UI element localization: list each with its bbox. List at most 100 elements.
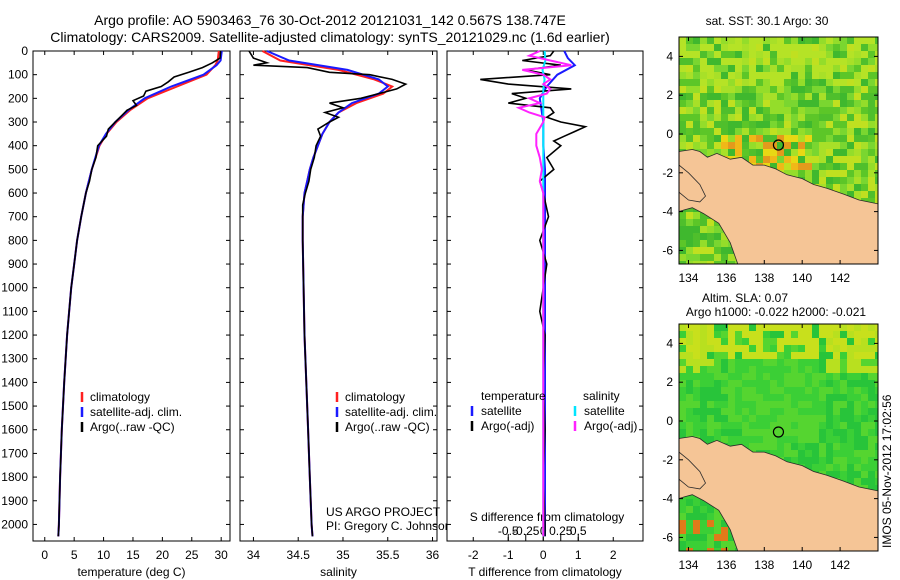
- xtick-label: 0: [540, 548, 547, 562]
- depth-tick-1600: 1600: [1, 423, 28, 437]
- xtick-label: 30: [214, 548, 228, 562]
- map-ytick-label: 2: [666, 88, 673, 102]
- map-xtick-label: 138: [754, 558, 774, 572]
- map-xtick-label: 136: [716, 271, 736, 285]
- xtick-label: 35.5: [376, 548, 400, 562]
- map-ytick-label: -2: [662, 453, 673, 467]
- series-line-argorawqc: [248, 50, 408, 537]
- map-ytick-label: 4: [666, 49, 673, 63]
- xtick-label: 15: [126, 548, 140, 562]
- xtick-label: 34.5: [287, 548, 311, 562]
- legend-label: satellite-adj. clim.: [90, 405, 182, 419]
- legend-header-salinity: salinity: [583, 389, 620, 403]
- map-ytick-label: -6: [662, 243, 673, 257]
- depth-tick-700: 700: [8, 210, 28, 224]
- depth-tick-900: 900: [8, 257, 28, 271]
- depth-tick-100: 100: [8, 68, 28, 82]
- x2-axis-label: S difference from climatology: [470, 510, 625, 524]
- xtick-label: 1: [575, 548, 582, 562]
- depth-tick-500: 500: [8, 162, 28, 176]
- depth-tick-1400: 1400: [1, 375, 28, 389]
- map-land: [679, 149, 878, 264]
- map-xtick-label: 140: [792, 271, 812, 285]
- map-xtick-label: 134: [678, 271, 698, 285]
- x-axis-label: salinity: [320, 565, 357, 579]
- plot-frame-1: [239, 50, 438, 542]
- series-line-salinity-argoadj: [515, 50, 572, 537]
- depth-tick-1200: 1200: [1, 328, 28, 342]
- map-ytick-label: 4: [666, 336, 673, 350]
- x2tick-label: 0.5: [570, 524, 587, 538]
- annotation-pi: PI: Gregory C. Johnson: [326, 519, 451, 533]
- map-field-sst: [679, 37, 878, 264]
- depth-tick-200: 200: [8, 91, 28, 105]
- depth-tick-300: 300: [8, 115, 28, 129]
- x2tick-label: -0.5: [498, 524, 519, 538]
- legend-label: satellite: [481, 404, 522, 418]
- depth-tick-1300: 1300: [1, 352, 28, 366]
- map-land: [679, 436, 878, 551]
- map-field-sla: [679, 324, 878, 551]
- map-ytick-label: -4: [662, 492, 673, 506]
- map-xtick-label: 138: [754, 271, 774, 285]
- xtick-label: 35: [336, 548, 350, 562]
- map-xtick-label: 142: [830, 558, 850, 572]
- depth-tick-2000: 2000: [1, 517, 28, 531]
- depth-tick-800: 800: [8, 233, 28, 247]
- map-xtick-label: 134: [678, 558, 698, 572]
- map-subtitle-sla: Argo h1000: -0.022 h2000: -0.021: [686, 305, 866, 319]
- depth-tick-1500: 1500: [1, 399, 28, 413]
- depth-tick-1000: 1000: [1, 281, 28, 295]
- argo-position-marker: [772, 426, 785, 438]
- map-title-sst: sat. SST: 30.1 Argo: 30: [706, 14, 829, 28]
- legend-label: Argo(-adj): [584, 419, 637, 433]
- legend-label: satellite-adj. clim.: [345, 405, 437, 419]
- legend-label: Argo(..raw -QC): [345, 420, 430, 434]
- map-ytick-label: 0: [666, 127, 673, 141]
- depth-tick-1800: 1800: [1, 470, 28, 484]
- map-frame: [678, 36, 879, 265]
- timestamp-stamp: IMOS 05-Nov-2012 17:02:56: [880, 394, 894, 548]
- series-line-temperature-argoadj: [480, 50, 588, 537]
- xtick-label: 10: [97, 548, 111, 562]
- map-title-sla: Altim. SLA: 0.07: [702, 291, 788, 305]
- map-xtick-label: 136: [716, 558, 736, 572]
- xtick-label: 20: [156, 548, 170, 562]
- map-sla: [678, 323, 879, 552]
- xtick-label: 36: [426, 548, 440, 562]
- legend-label: climatology: [90, 390, 150, 404]
- xtick-label: 25: [185, 548, 199, 562]
- map-ytick-label: -2: [662, 166, 673, 180]
- xtick-label: 5: [71, 548, 78, 562]
- depth-tick-1700: 1700: [1, 446, 28, 460]
- xtick-label: 2: [610, 548, 617, 562]
- depth-tick-1900: 1900: [1, 494, 28, 508]
- legend-label: Argo(-adj): [481, 419, 534, 433]
- depth-tick-1100: 1100: [2, 304, 28, 318]
- legend-label: climatology: [345, 390, 405, 404]
- legend-header-temperature: temperature: [481, 389, 546, 403]
- map-ytick-label: 2: [666, 375, 673, 389]
- map-ytick-label: 0: [666, 414, 673, 428]
- xtick-label: 0: [41, 548, 48, 562]
- map-sst: [678, 36, 879, 265]
- x-axis-label: temperature (deg C): [77, 565, 185, 579]
- annotation-project: US ARGO PROJECT: [326, 505, 441, 519]
- x-axis-label: T difference from climatology: [468, 565, 622, 579]
- map-ytick-label: -4: [662, 205, 673, 219]
- argo-position-marker: [772, 139, 785, 151]
- map-xtick-label: 142: [830, 271, 850, 285]
- depth-tick-600: 600: [8, 186, 28, 200]
- chart-title-line1: Argo profile: AO 5903463_76 30-Oct-2012 …: [94, 12, 566, 28]
- legend-label: satellite: [584, 404, 625, 418]
- xtick-label: 34: [247, 548, 261, 562]
- chart-title-line2: Climatology: CARS2009. Satellite-adjuste…: [50, 29, 610, 45]
- series-line-argorawqc: [57, 50, 222, 537]
- x2tick-label: -0.25: [512, 524, 540, 538]
- legend-label: Argo(..raw -QC): [90, 420, 175, 434]
- xtick-label: -1: [503, 548, 514, 562]
- depth-tick-400: 400: [8, 139, 28, 153]
- x2tick-label: 0.25: [549, 524, 573, 538]
- map-xtick-label: 140: [792, 558, 812, 572]
